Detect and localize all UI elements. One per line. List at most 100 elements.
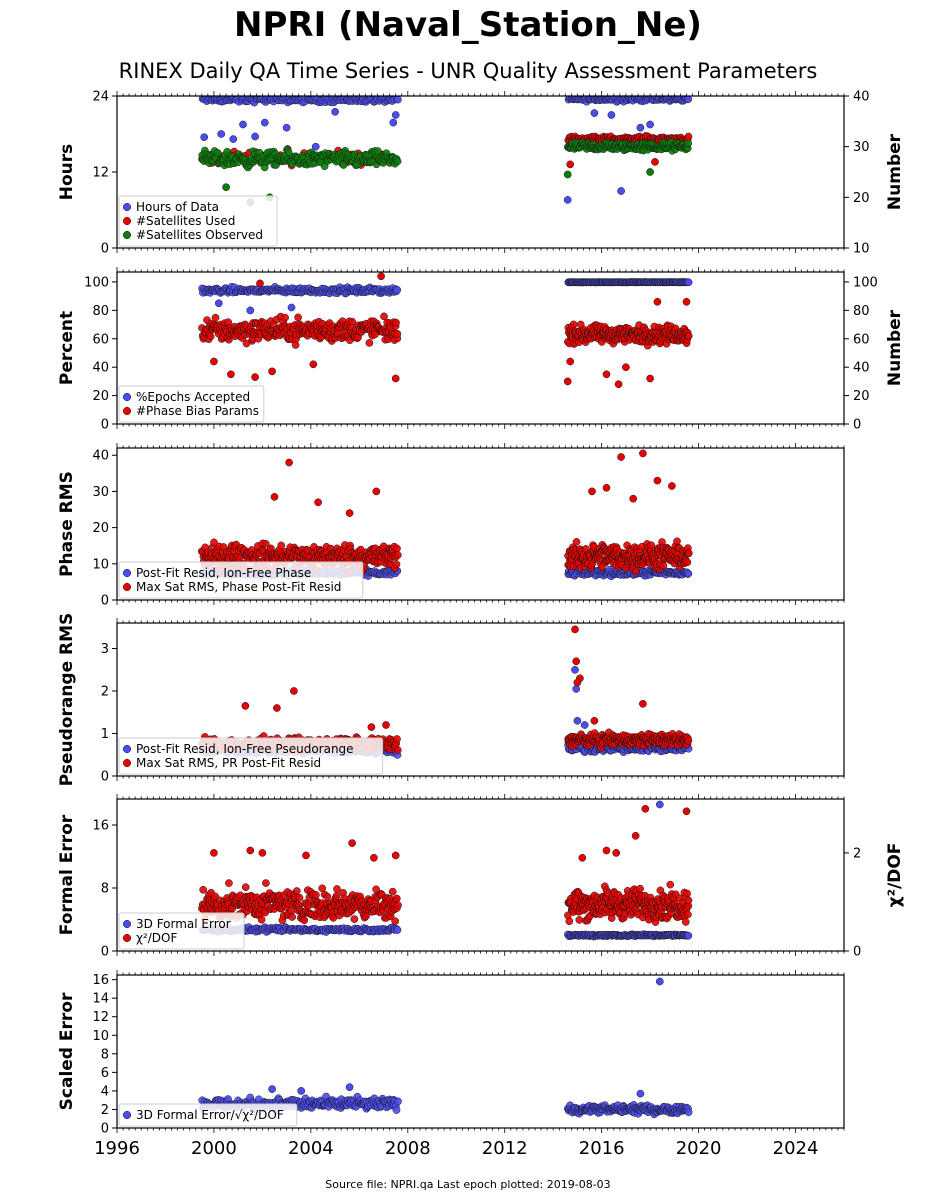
legend: Post-Fit Resid, Ion-Free PseudorangeMax … [118,737,384,775]
y-tick-label: 0 [101,242,109,257]
y-tick-label: 10 [92,557,109,572]
data-point [331,107,339,116]
series-p5-0 [198,800,693,941]
legend-entry: #Satellites Observed [136,228,263,242]
points-p1 [198,96,693,207]
chart-subtitle: RINEX Daily QA Time Series - UNR Quality… [119,59,818,83]
data-point [268,367,276,376]
data-point [270,493,279,501]
data-point [684,549,693,558]
data-point [393,551,402,559]
data-point [653,297,662,306]
data-point [222,183,230,192]
data-point [684,569,693,578]
y-axis-label: Percent [57,311,77,385]
data-point [617,187,625,195]
y-right-tick-label: 100 [853,275,878,290]
y-tick-label: 60 [92,332,109,347]
series-p1-0 [198,96,693,204]
y-tick-label: 100 [84,275,109,290]
data-point [684,96,693,103]
panel-p2: 0 20 40 60 80 100 0 20 40 60 80 100 Percent Number %Ep… [57,267,905,433]
data-point [393,735,401,743]
data-point [389,118,398,127]
data-point [241,883,250,892]
panel-p3: 0 10 20 30 40 Phase RMS Post-Fit Resid, Ion-Fr… [57,443,845,609]
legend-marker [122,582,132,592]
data-point [290,687,298,695]
legend-marker [122,744,132,754]
data-point [684,736,693,745]
points-p5 [198,800,693,941]
data-point [683,558,692,567]
data-point [214,299,223,308]
y-right-axis-label: Number [885,133,905,210]
series-p2-1 [198,272,693,389]
data-point [629,494,638,503]
data-point [393,330,402,338]
data-point [311,142,320,151]
data-point [277,541,286,550]
y-right-tick-label: 30 [853,140,870,155]
series-p3-1 [197,449,693,576]
points-p2 [198,272,693,389]
legend-marker [122,392,132,402]
data-point [213,149,222,157]
data-point [684,278,693,287]
data-point [393,157,402,166]
data-point [573,716,582,725]
data-point [646,374,654,383]
data-point [211,313,220,322]
y-tick-label: 3 [101,642,109,657]
data-point [646,168,654,176]
data-point [580,721,589,729]
data-point [590,716,599,725]
data-point [251,132,259,141]
series-p5-1 [198,804,693,926]
data-point [391,111,400,119]
chart-title: NPRI (Naval_Station_Ne) [234,5,702,45]
data-point [256,279,264,288]
y-tick-label: 20 [92,521,109,536]
data-point [668,482,676,490]
y-tick-label: 24 [92,90,109,105]
y-tick-label: 0 [101,418,109,433]
legend-marker [122,406,132,416]
data-point [348,317,357,326]
series-p4-1 [198,625,693,757]
legend-box [118,385,265,423]
data-point [573,678,582,687]
legend-entry: Post-Fit Resid, Ion-Free Phase [136,566,311,580]
data-point [373,147,382,155]
y-right-tick-label: 10 [853,242,870,257]
data-point [682,297,691,306]
y-right-tick-label: 20 [853,191,870,206]
y-tick-label: 2 [101,685,109,700]
series-p2-0 [198,278,693,315]
data-point [563,377,572,386]
legend-marker [122,202,132,212]
data-point [345,509,354,517]
data-point [284,148,293,156]
data-point [646,120,654,129]
legend-entry: %Epochs Accepted [136,390,250,404]
data-point [393,926,402,934]
y-right-tick-label: 60 [853,332,870,347]
y-tick-label: 12 [92,166,109,181]
data-point [225,879,233,887]
y-tick-label: 0 [101,594,109,609]
data-point [393,286,402,294]
legend-entry: #Satellites Used [136,214,235,228]
data-point [392,318,400,327]
data-point [391,374,400,383]
data-point [246,306,255,315]
data-point [281,313,289,322]
panel-p4: 0 1 2 3 Pseudorange RMS Post-Fit Resid, Ion-F… [57,613,845,786]
data-point [260,118,269,127]
y-tick-label: 1 [101,727,109,742]
data-point [569,320,578,329]
data-point [251,373,259,381]
data-point [241,702,250,710]
